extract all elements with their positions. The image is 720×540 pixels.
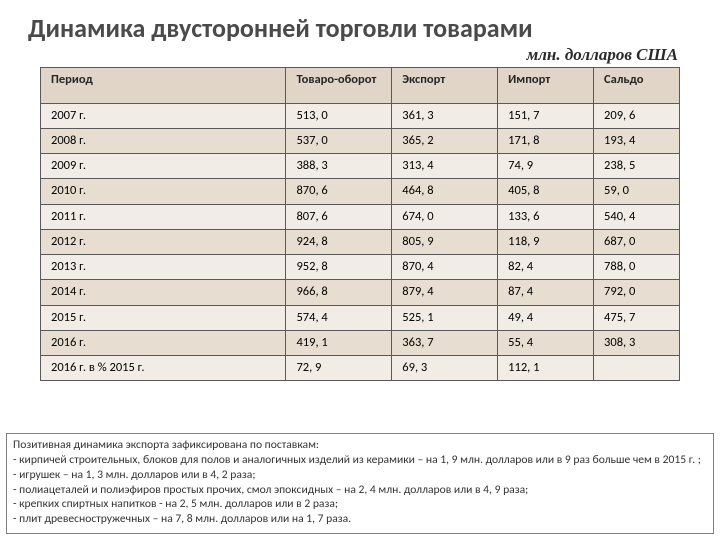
page-title: Динамика двусторонней торговли товарами (28, 14, 692, 43)
table-cell: 674, 0 (392, 204, 498, 229)
table-cell: 870, 6 (286, 179, 392, 204)
table-cell: 151, 7 (498, 103, 594, 128)
table-cell: 209, 6 (594, 103, 680, 128)
table-cell: 238, 5 (594, 154, 680, 179)
table-cell: 537, 0 (286, 128, 392, 153)
table-cell: 2010 г. (41, 179, 286, 204)
table-cell: 513, 0 (286, 103, 392, 128)
table-header-cell: Сальдо (594, 67, 680, 103)
table-cell: 2015 г. (41, 305, 286, 330)
note-line: - игрушек – на 1, 3 млн. долларов или в … (13, 468, 707, 483)
table-cell: 112, 1 (498, 356, 594, 381)
table-cell (594, 356, 680, 381)
table-cell: 805, 9 (392, 229, 498, 254)
table-cell: 171, 8 (498, 128, 594, 153)
table-cell: 419, 1 (286, 330, 392, 355)
note-line: - плит древесностружечных – на 7, 8 млн.… (13, 512, 707, 527)
table-row: 2011 г.807, 6674, 0133, 6540, 4 (41, 204, 680, 229)
table-cell: 2014 г. (41, 280, 286, 305)
page-subtitle: млн. долларов США (28, 45, 678, 65)
note-line: - крепких спиртных напитков - на 2, 5 мл… (13, 497, 707, 512)
table-cell: 879, 4 (392, 280, 498, 305)
table-cell: 388, 3 (286, 154, 392, 179)
table-cell: 966, 8 (286, 280, 392, 305)
table-cell: 365, 2 (392, 128, 498, 153)
table-row: 2016 г.419, 1363, 755, 4308, 3 (41, 330, 680, 355)
table-cell: 82, 4 (498, 255, 594, 280)
table-header-cell: Экспорт (392, 67, 498, 103)
table-cell: 133, 6 (498, 204, 594, 229)
note-box: Позитивная динамика экспорта зафиксирова… (6, 433, 714, 534)
table-row: 2007 г.513, 0361, 3151, 7209, 6 (41, 103, 680, 128)
note-line: - кирпичей строительных, блоков для поло… (13, 453, 707, 468)
table-cell: 74, 9 (498, 154, 594, 179)
table-cell: 2008 г. (41, 128, 286, 153)
table-cell: 69, 3 (392, 356, 498, 381)
table-row: 2012 г.924, 8805, 9118, 9687, 0 (41, 229, 680, 254)
table-cell: 87, 4 (498, 280, 594, 305)
table-header-row: ПериодТоваро-оборотЭкспортИмпортСальдо (41, 67, 680, 103)
table-cell: 792, 0 (594, 280, 680, 305)
table-cell: 2007 г. (41, 103, 286, 128)
table-cell: 361, 3 (392, 103, 498, 128)
table-cell: 405, 8 (498, 179, 594, 204)
table-cell: 2016 г. (41, 330, 286, 355)
table-row: 2008 г.537, 0365, 2171, 8193, 4 (41, 128, 680, 153)
table-cell: 2016 г. в % 2015 г. (41, 356, 286, 381)
table-cell: 118, 9 (498, 229, 594, 254)
table-row: 2010 г.870, 6464, 8405, 859, 0 (41, 179, 680, 204)
table-row: 2015 г.574, 4525, 149, 4475, 7 (41, 305, 680, 330)
table-row: 2014 г.966, 8879, 487, 4792, 0 (41, 280, 680, 305)
table-cell: 870, 4 (392, 255, 498, 280)
table-header-cell: Импорт (498, 67, 594, 103)
table-cell: 525, 1 (392, 305, 498, 330)
table-header-cell: Период (41, 67, 286, 103)
table-cell: 72, 9 (286, 356, 392, 381)
table-cell: 313, 4 (392, 154, 498, 179)
table-cell: 924, 8 (286, 229, 392, 254)
table-cell: 540, 4 (594, 204, 680, 229)
note-line: - полиацеталей и полиэфиров простых проч… (13, 483, 707, 498)
note-lead: Позитивная динамика экспорта зафиксирова… (13, 438, 707, 453)
table-body: 2007 г.513, 0361, 3151, 7209, 62008 г.53… (41, 103, 680, 381)
table-row: 2009 г.388, 3313, 474, 9238, 5 (41, 154, 680, 179)
table-cell: 55, 4 (498, 330, 594, 355)
table-cell: 687, 0 (594, 229, 680, 254)
note-items: - кирпичей строительных, блоков для поло… (13, 453, 707, 527)
table-header-cell: Товаро-оборот (286, 67, 392, 103)
table-cell: 464, 8 (392, 179, 498, 204)
table-cell: 807, 6 (286, 204, 392, 229)
table-cell: 59, 0 (594, 179, 680, 204)
table-cell: 2011 г. (41, 204, 286, 229)
table-cell: 363, 7 (392, 330, 498, 355)
table-cell: 308, 3 (594, 330, 680, 355)
table-cell: 2009 г. (41, 154, 286, 179)
table-cell: 952, 8 (286, 255, 392, 280)
table-cell: 788, 0 (594, 255, 680, 280)
trade-table: ПериодТоваро-оборотЭкспортИмпортСальдо 2… (40, 67, 680, 382)
table-cell: 574, 4 (286, 305, 392, 330)
table-cell: 2012 г. (41, 229, 286, 254)
table-row: 2013 г.952, 8870, 482, 4788, 0 (41, 255, 680, 280)
table-cell: 193, 4 (594, 128, 680, 153)
table-cell: 2013 г. (41, 255, 286, 280)
table-cell: 49, 4 (498, 305, 594, 330)
table-row: 2016 г. в % 2015 г.72, 969, 3112, 1 (41, 356, 680, 381)
table-cell: 475, 7 (594, 305, 680, 330)
